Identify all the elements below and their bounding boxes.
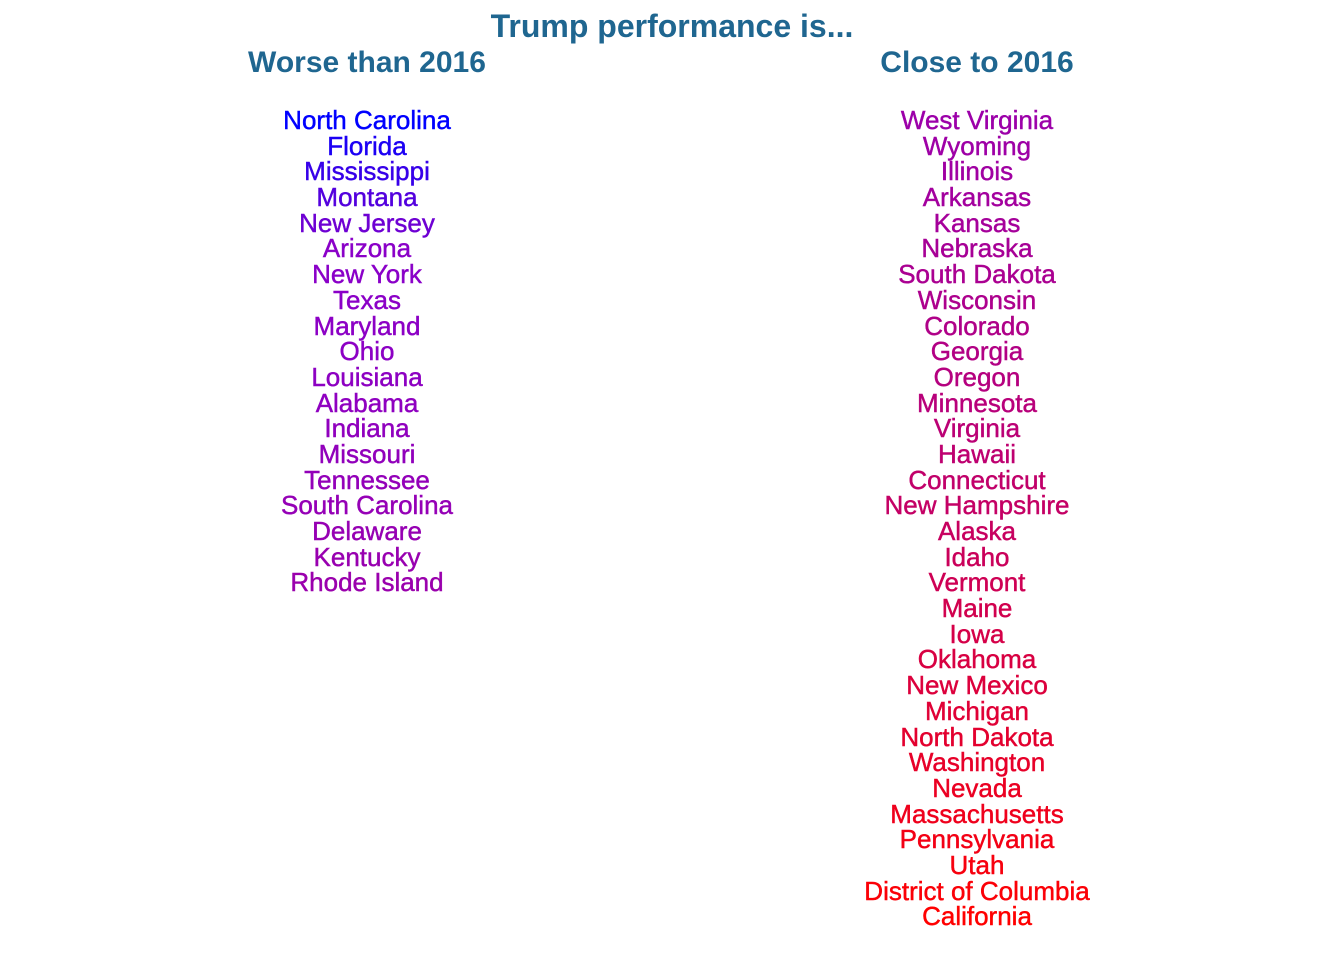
state-label: Tennessee xyxy=(304,464,430,495)
state-label: Maryland xyxy=(313,310,421,341)
state-label: Indiana xyxy=(324,413,410,444)
state-label: Nebraska xyxy=(921,233,1033,264)
state-label: North Dakota xyxy=(900,721,1054,752)
state-label: Ohio xyxy=(339,336,395,367)
state-label: Colorado xyxy=(924,310,1030,341)
state-label: New York xyxy=(312,259,422,290)
state-label: Pennsylvania xyxy=(899,824,1055,855)
state-label: Utah xyxy=(949,849,1005,880)
state-label: Alaska xyxy=(937,516,1017,546)
state-label: Arkansas xyxy=(922,182,1032,213)
column-header-worse: Worse than 2016 xyxy=(248,46,486,79)
state-label: California xyxy=(922,901,1032,932)
state-label: Connecticut xyxy=(908,464,1046,495)
state-label: Maine xyxy=(941,593,1013,624)
state-label: Illinois xyxy=(940,156,1014,187)
state-label: Iowa xyxy=(949,618,1005,649)
state-label: Michigan xyxy=(924,695,1030,726)
state-label: South Dakota xyxy=(898,259,1056,290)
state-label: District of Columbia xyxy=(864,875,1090,906)
state-label: Florida xyxy=(327,130,407,161)
state-label: Texas xyxy=(333,284,401,315)
state-label: Louisiana xyxy=(311,361,423,392)
state-label: Kansas xyxy=(933,207,1021,238)
state-list-close: West Virginia Wyoming Illinois Arkansas Kans… xyxy=(777,105,1177,932)
state-label: Delaware xyxy=(312,516,422,546)
state-label: New Jersey xyxy=(299,207,435,238)
state-label: Massachusetts xyxy=(890,798,1064,829)
state-label: Idaho xyxy=(944,541,1010,572)
state-label: Mississippi xyxy=(304,156,430,187)
state-label: Nevada xyxy=(932,772,1022,803)
state-label: South Carolina xyxy=(281,490,453,521)
state-label: Minnesota xyxy=(917,387,1037,418)
state-label: Montana xyxy=(316,182,418,213)
state-label: Wyoming xyxy=(922,130,1032,161)
state-label: Kentucky xyxy=(313,541,421,572)
state-label: Georgia xyxy=(930,336,1024,367)
state-label: Vermont xyxy=(928,567,1026,598)
state-list-worse: North Carolina Florida Mississippi Montana N… xyxy=(167,105,567,598)
state-label: Alabama xyxy=(315,387,419,418)
state-label: North Carolina xyxy=(283,105,451,135)
column-header-close: Close to 2016 xyxy=(880,46,1074,79)
state-label: New Mexico xyxy=(906,670,1048,701)
state-label: Washington xyxy=(908,747,1046,778)
state-label: Oklahoma xyxy=(917,644,1037,675)
state-label: Virginia xyxy=(933,413,1021,444)
state-label: Hawaii xyxy=(937,438,1017,469)
state-label: Missouri xyxy=(318,438,416,469)
state-label: Oregon xyxy=(933,361,1021,392)
state-label: Arizona xyxy=(322,233,412,264)
state-label: New Hampshire xyxy=(884,490,1070,521)
state-label: Wisconsin xyxy=(917,284,1037,315)
chart-title: Trump performance is... xyxy=(490,8,854,44)
state-label: West Virginia xyxy=(900,105,1054,135)
state-label: Rhode Island xyxy=(290,567,444,598)
